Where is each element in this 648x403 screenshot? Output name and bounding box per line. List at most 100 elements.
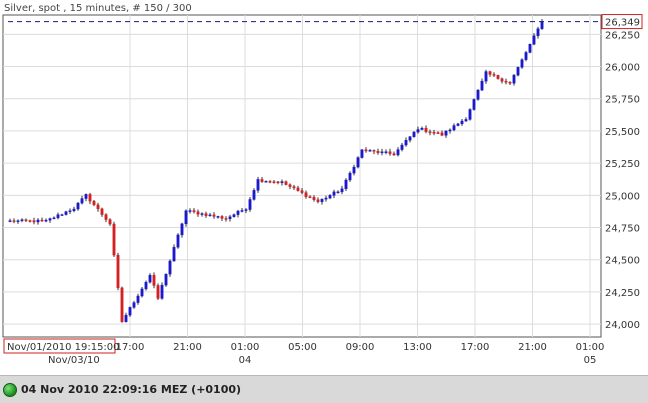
candle <box>352 164 356 176</box>
candle-body <box>96 204 100 210</box>
candle-body <box>88 194 92 202</box>
candle <box>328 194 332 200</box>
candle-body <box>116 254 120 289</box>
candle-body <box>176 234 180 248</box>
candle-body <box>268 181 272 183</box>
candle <box>456 122 460 127</box>
candle <box>20 218 24 223</box>
x-tick-label: 09:00 <box>346 342 375 353</box>
candle <box>488 70 492 77</box>
candle <box>396 147 400 157</box>
candle <box>332 189 336 199</box>
candle <box>496 74 500 80</box>
candle <box>76 201 80 211</box>
candle <box>500 77 504 84</box>
x-tick-date-label: 05 <box>584 355 597 366</box>
candle-body <box>468 109 472 120</box>
candle <box>268 180 272 184</box>
candle <box>492 72 496 77</box>
candle <box>8 218 12 223</box>
candle-body <box>516 67 520 76</box>
candle-body <box>188 210 192 212</box>
candle-body <box>504 81 508 83</box>
candle <box>204 211 208 218</box>
x-tick-label: 01:00 <box>231 342 260 353</box>
candle-body <box>172 247 176 262</box>
candle <box>232 213 236 218</box>
candle <box>248 197 252 212</box>
candle-body <box>212 214 216 217</box>
candle <box>244 208 248 214</box>
candle <box>400 142 404 152</box>
candle <box>228 214 232 222</box>
candle-body <box>356 157 360 168</box>
candle-body <box>376 150 380 153</box>
candle-body <box>404 139 408 146</box>
candle <box>84 193 88 202</box>
candle-body <box>208 214 212 217</box>
candle-body <box>452 125 456 131</box>
candle <box>412 131 416 138</box>
candle <box>388 148 392 156</box>
candle-body <box>296 187 300 191</box>
candle <box>380 148 384 156</box>
candle-body <box>456 123 460 126</box>
candle <box>92 199 96 207</box>
candle-body <box>540 21 544 29</box>
start-date-label: Nov/01/2010 19:15:00 <box>7 342 120 353</box>
candle-body <box>448 129 452 132</box>
candle <box>372 149 376 155</box>
candle <box>32 217 36 225</box>
start-date-box <box>3 338 116 354</box>
candle-body <box>84 194 88 199</box>
x-tick-label: 17:00 <box>116 342 145 353</box>
candle-body <box>232 214 236 217</box>
candle <box>172 244 176 262</box>
candle <box>484 69 488 84</box>
candle-body <box>32 220 36 223</box>
candle-body <box>140 288 144 297</box>
candle <box>336 190 340 194</box>
status-bar: 04 Nov 2010 22:09:16 MEZ (+0100) <box>0 375 648 403</box>
candle <box>252 188 256 201</box>
candle-body <box>312 197 316 200</box>
candle-body <box>40 219 44 222</box>
candle <box>16 219 20 224</box>
candle-body <box>400 144 404 150</box>
candle-body <box>412 131 416 137</box>
candle-body <box>476 89 480 100</box>
candle <box>284 180 288 186</box>
connection-status-icon <box>3 382 17 397</box>
candle <box>28 219 32 223</box>
candle <box>320 198 324 205</box>
candle <box>192 208 196 214</box>
candle-body <box>408 136 412 141</box>
candle-body <box>48 218 52 221</box>
candle <box>236 209 240 218</box>
candle-body <box>252 190 256 200</box>
candle-body <box>92 200 96 206</box>
candle <box>272 180 276 184</box>
candle-body <box>76 202 80 210</box>
candle <box>360 149 364 159</box>
candle-body <box>196 211 200 215</box>
candle-body <box>36 219 40 223</box>
candle <box>12 218 16 224</box>
candle <box>40 217 44 222</box>
candle-body <box>348 172 352 181</box>
candle-body <box>416 129 420 133</box>
candle <box>324 195 328 202</box>
candle <box>36 218 40 225</box>
candle <box>184 209 188 227</box>
candle-body <box>64 211 68 215</box>
candle <box>60 213 64 216</box>
candle <box>408 136 412 143</box>
candle-body <box>520 59 524 68</box>
chart-title: Silver, spot , 15 minutes, # 150 / 300 <box>4 3 192 14</box>
candle-body <box>480 80 484 91</box>
candle-body <box>288 184 292 187</box>
candle <box>344 178 348 192</box>
candle <box>188 208 192 214</box>
candle-body <box>284 181 288 185</box>
y-tick-label: 24,750 <box>605 224 640 235</box>
